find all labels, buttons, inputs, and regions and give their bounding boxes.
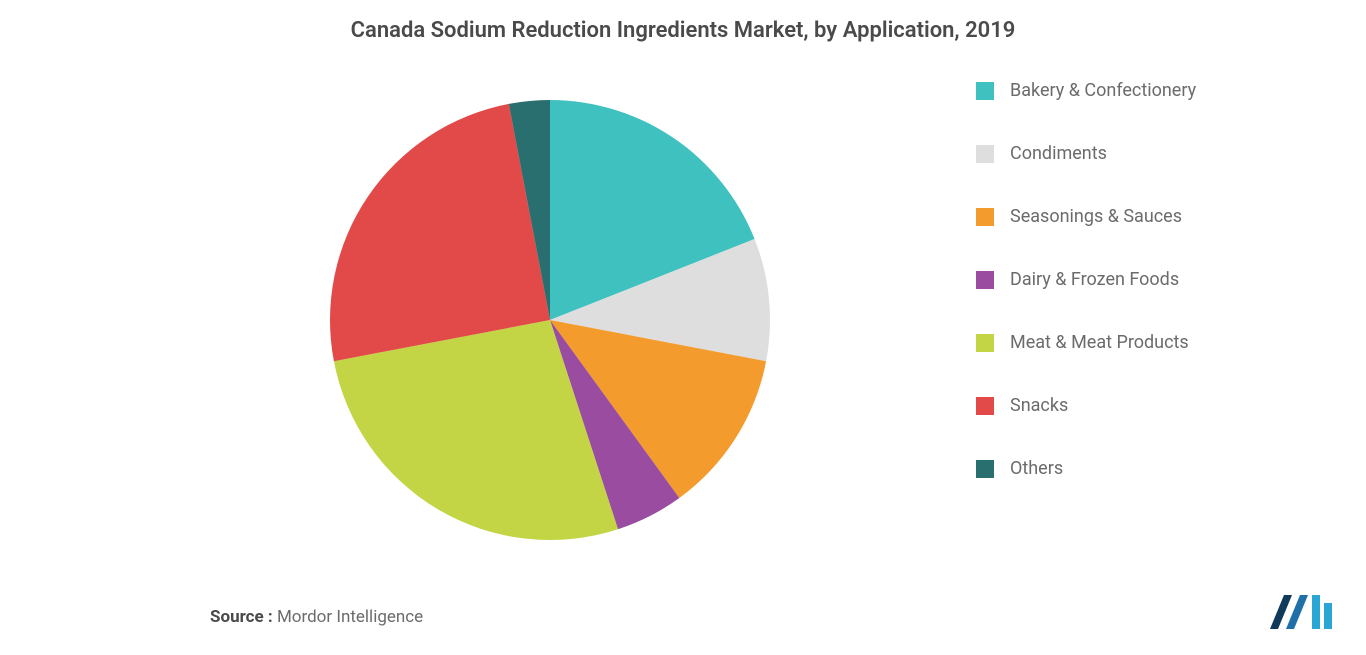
legend-label: Snacks [1010,395,1068,416]
source-text: Mordor Intelligence [277,607,423,627]
legend-item: Others [976,458,1276,479]
chart-root: Canada Sodium Reduction Ingredients Mark… [0,0,1366,655]
source-label: Source : [210,607,273,627]
legend-label: Meat & Meat Products [1010,332,1189,353]
legend-item: Seasonings & Sauces [976,206,1276,227]
legend-label: Others [1010,458,1063,479]
pie-chart [310,80,790,560]
legend-label: Condiments [1010,143,1107,164]
legend-item: Bakery & Confectionery [976,80,1276,101]
legend-swatch-icon [976,271,994,289]
legend-swatch-icon [976,145,994,163]
legend-item: Snacks [976,395,1276,416]
legend-label: Bakery & Confectionery [1010,80,1196,101]
legend-swatch-icon [976,208,994,226]
legend-swatch-icon [976,460,994,478]
chart-title: Canada Sodium Reduction Ingredients Mark… [0,18,1366,43]
source-attribution: Source : Mordor Intelligence [210,607,423,627]
legend-item: Meat & Meat Products [976,332,1276,353]
legend-swatch-icon [976,334,994,352]
legend-label: Dairy & Frozen Foods [1010,269,1179,290]
legend: Bakery & Confectionery Condiments Seasonin… [976,80,1276,521]
legend-item: Dairy & Frozen Foods [976,269,1276,290]
legend-swatch-icon [976,397,994,415]
legend-swatch-icon [976,82,994,100]
legend-item: Condiments [976,143,1276,164]
legend-label: Seasonings & Sauces [1010,206,1182,227]
brand-logo-icon [1266,589,1336,635]
